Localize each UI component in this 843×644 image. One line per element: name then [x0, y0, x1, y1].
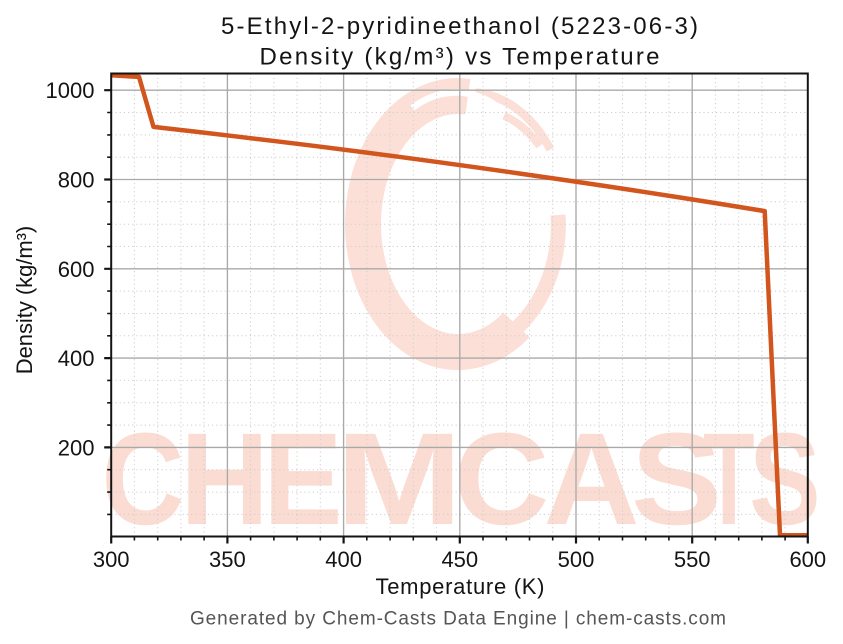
svg-text:600: 600 — [789, 547, 826, 572]
svg-text:E: E — [263, 405, 342, 552]
svg-text:C: C — [454, 405, 550, 552]
svg-text:450: 450 — [441, 547, 478, 572]
svg-text:5-Ethyl-2-pyridineethanol (522: 5-Ethyl-2-pyridineethanol (5223-06-3) — [221, 13, 698, 40]
svg-text:Temperature (K): Temperature (K) — [376, 574, 545, 599]
svg-text:Generated by Chem-Casts Data E: Generated by Chem-Casts Data Engine | ch… — [190, 609, 726, 630]
svg-text:200: 200 — [58, 435, 95, 460]
svg-text:Density (kg/m³) vs Temperature: Density (kg/m³) vs Temperature — [260, 44, 660, 71]
svg-text:350: 350 — [209, 547, 246, 572]
svg-text:1000: 1000 — [46, 78, 95, 103]
svg-text:300: 300 — [93, 547, 130, 572]
svg-text:600: 600 — [58, 257, 95, 282]
svg-text:500: 500 — [558, 547, 595, 572]
svg-text:800: 800 — [58, 168, 95, 193]
svg-text:A: A — [544, 405, 640, 552]
svg-text:400: 400 — [325, 547, 362, 572]
svg-text:550: 550 — [674, 547, 711, 572]
svg-text:T: T — [703, 405, 755, 552]
svg-text:M: M — [336, 405, 463, 552]
svg-text:Density (kg/m³): Density (kg/m³) — [12, 226, 37, 375]
svg-text:C: C — [102, 405, 185, 552]
svg-text:400: 400 — [58, 346, 95, 371]
svg-text:H: H — [180, 405, 269, 552]
